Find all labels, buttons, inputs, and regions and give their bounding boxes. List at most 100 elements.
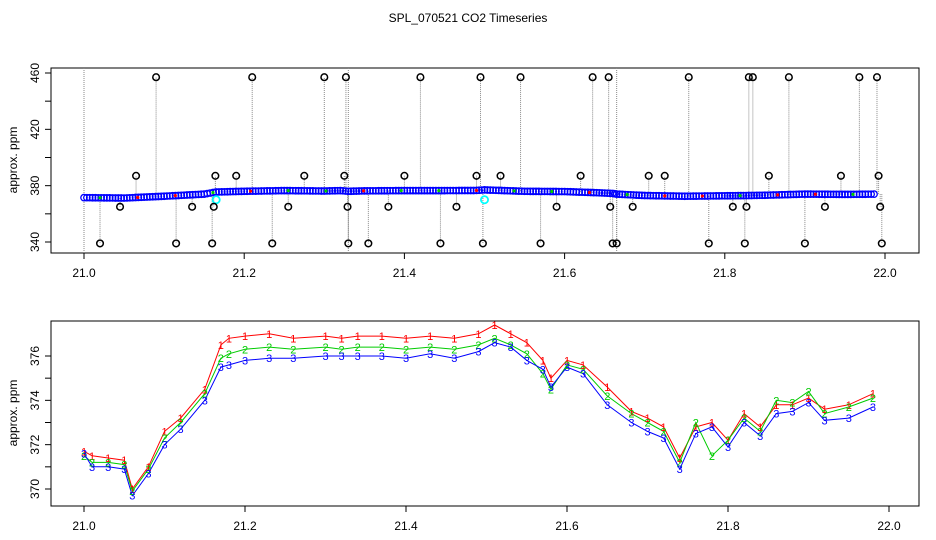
series-2-point: 2 (564, 360, 570, 372)
series-2-point: 2 (677, 457, 683, 469)
series-2-point: 2 (491, 333, 497, 345)
baseline-point (720, 191, 729, 200)
series-1-point: 1 (403, 333, 409, 345)
series-3-point: 3 (202, 395, 208, 407)
baseline-point (632, 191, 641, 199)
baseline-point (246, 187, 254, 196)
baseline-point (85, 193, 94, 202)
series-2-point: 2 (805, 386, 811, 398)
baseline-point (649, 191, 658, 200)
spike-point (660, 171, 669, 180)
x-tick-label: 21.4 (394, 519, 418, 533)
series-2-point: 2 (661, 426, 667, 438)
baseline-point (760, 191, 769, 200)
baseline-point (818, 190, 826, 199)
series-3-point: 3 (709, 422, 715, 434)
baseline-point (795, 190, 804, 199)
baseline-point (640, 191, 649, 200)
spike-point (248, 73, 257, 82)
baseline-point (752, 191, 761, 200)
series-2-point: 2 (427, 342, 433, 354)
baseline-point (406, 186, 414, 195)
y-tick-label: 374 (28, 390, 42, 410)
series-1-point: 1 (339, 333, 345, 345)
series-2-point: 2 (789, 398, 795, 410)
baseline-point (226, 187, 235, 196)
chart-title: SPL_070521 CO2 Timeseries (389, 11, 548, 25)
spike-point (208, 239, 217, 248)
baseline-point (183, 191, 191, 199)
baseline-accent (851, 192, 855, 196)
baseline-point (397, 186, 406, 195)
y-tick-label: 376 (28, 346, 42, 366)
spike-point (612, 239, 621, 248)
baseline-point (283, 186, 291, 195)
baseline-point (123, 194, 131, 202)
series-3-point: 3 (725, 442, 731, 454)
series-2-point: 2 (773, 395, 779, 407)
baseline-point (344, 187, 353, 196)
baseline-accent (286, 189, 290, 193)
baseline-point (434, 186, 443, 195)
x-tick-label: 22.0 (873, 266, 897, 280)
y-tick-label: 372 (28, 434, 42, 454)
series-3-point: 3 (161, 440, 167, 452)
baseline-point (520, 187, 529, 196)
baseline-point (709, 192, 718, 200)
baseline-point (341, 187, 350, 195)
series-1-point: 1 (757, 422, 763, 434)
spike-point (132, 171, 141, 180)
series-2-point: 2 (709, 451, 715, 463)
baseline-point (497, 186, 506, 195)
baseline-point (723, 191, 732, 200)
baseline-point (309, 187, 317, 195)
baseline-point (712, 192, 721, 200)
spike-point (784, 73, 793, 82)
baseline-point (618, 190, 627, 199)
series-1-point: 1 (846, 400, 852, 412)
spike-point (552, 202, 561, 211)
baseline-point (191, 190, 200, 199)
series-2-point: 2 (202, 389, 208, 401)
baseline-point (736, 191, 745, 200)
baseline-point (629, 191, 638, 199)
baseline-point (185, 191, 194, 199)
baseline-point (148, 192, 157, 201)
baseline-point (480, 186, 489, 194)
baseline-point (234, 187, 243, 196)
baseline-point (240, 187, 249, 196)
baseline-point (333, 186, 342, 195)
spike-point (604, 73, 613, 82)
series-2-point: 2 (403, 344, 409, 356)
baseline-point (603, 189, 612, 198)
baseline-point (686, 192, 695, 201)
spike-point (232, 171, 241, 180)
baseline-point (747, 191, 756, 200)
baseline-point (411, 186, 420, 195)
baseline-accent (813, 192, 817, 196)
baseline-point (383, 186, 392, 195)
series-1-point: 1 (564, 355, 570, 367)
spike-point (744, 73, 753, 82)
series-3-point: 3 (805, 398, 811, 410)
baseline-point (683, 192, 692, 201)
series-2-point: 2 (178, 418, 184, 430)
bottom-y-axis-label: approx. ppm (6, 380, 20, 447)
baseline-point (111, 194, 120, 202)
baseline-point (151, 192, 160, 201)
series-1-point: 1 (81, 446, 87, 458)
baseline-point (792, 190, 801, 199)
series-3-point: 3 (508, 342, 514, 354)
spike-point (742, 202, 751, 211)
baseline-accent (474, 188, 479, 193)
baseline-point (377, 186, 386, 195)
baseline-point (829, 190, 838, 199)
baseline-point (306, 187, 314, 195)
baseline-accent (173, 194, 177, 198)
series-1-point: 1 (773, 400, 779, 412)
spike-point (644, 171, 653, 180)
y-tick-label: 380 (28, 175, 42, 195)
spike-point (684, 73, 693, 82)
spike-point (536, 239, 545, 248)
series-3-point: 3 (242, 355, 248, 367)
